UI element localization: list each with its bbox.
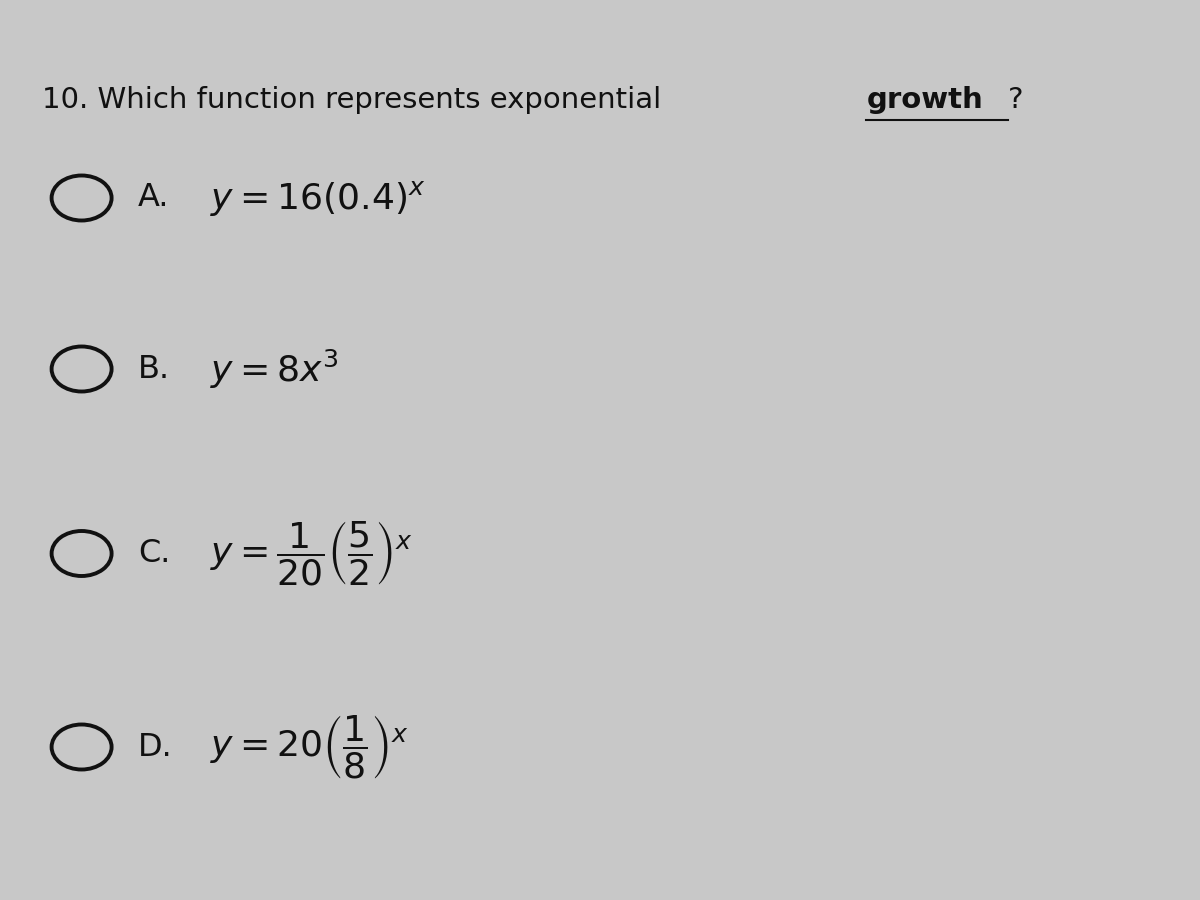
Text: $y = 16(0.4)^{x}$: $y = 16(0.4)^{x}$ [210, 178, 426, 218]
Text: $y = \dfrac{1}{20}\left(\dfrac{5}{2}\right)^{x}$: $y = \dfrac{1}{20}\left(\dfrac{5}{2}\rig… [210, 519, 413, 588]
Text: C.: C. [138, 538, 170, 569]
Text: $y = 8x^{3}$: $y = 8x^{3}$ [210, 347, 338, 391]
Text: 10. Which function represents exponential: 10. Which function represents exponentia… [42, 86, 671, 113]
Text: A.: A. [138, 183, 169, 213]
Text: $y = 20\left(\dfrac{1}{8}\right)^{x}$: $y = 20\left(\dfrac{1}{8}\right)^{x}$ [210, 714, 408, 780]
Text: growth: growth [866, 86, 983, 113]
Text: ?: ? [1008, 86, 1024, 113]
Text: D.: D. [138, 732, 173, 762]
Text: B.: B. [138, 354, 170, 384]
